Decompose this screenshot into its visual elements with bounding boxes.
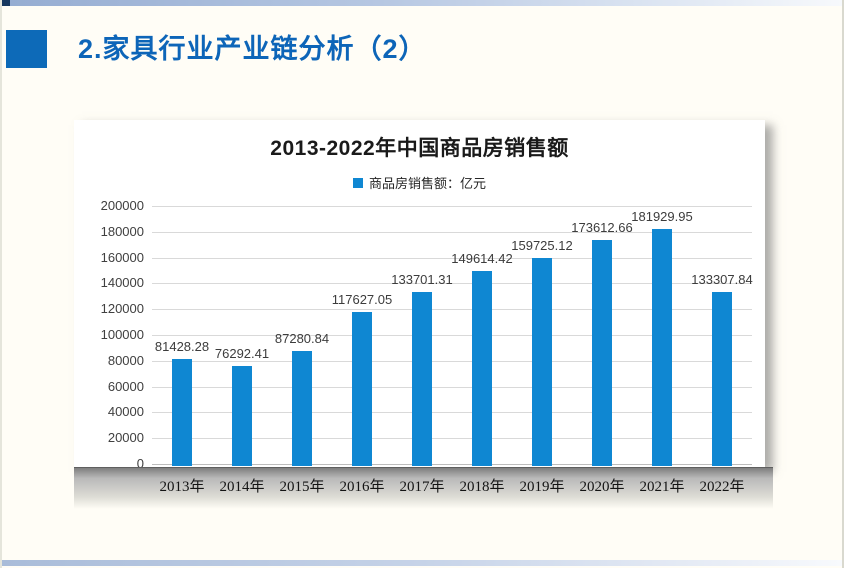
bar-value-label: 76292.41	[214, 345, 270, 361]
x-tick-label: 2016年	[339, 479, 385, 495]
x-tick-label: 2015年	[279, 479, 325, 495]
y-tick-label: 40000	[107, 404, 144, 420]
gridline	[152, 231, 752, 233]
gridline	[152, 257, 752, 259]
gridline	[152, 438, 752, 440]
y-tick-label: 20000	[107, 430, 144, 446]
title-accent-square	[6, 30, 47, 68]
y-tick-label: 200000	[100, 198, 144, 213]
gridline	[152, 206, 752, 207]
gridline	[152, 335, 752, 336]
legend-swatch-icon	[352, 177, 363, 188]
bar-value-label: 133701.31	[391, 271, 453, 287]
y-tick-label: 100000	[100, 327, 144, 342]
chart-legend: 商品房销售额：亿元	[74, 173, 765, 192]
bar-value-label: 133307.84	[691, 272, 753, 288]
gridline	[152, 309, 752, 311]
gridline	[152, 283, 752, 285]
bar-2013年	[172, 358, 192, 466]
x-tick-label: 2013年	[159, 479, 205, 495]
bar-2019年	[532, 257, 552, 466]
y-tick-label: 0	[136, 456, 144, 471]
bar-2017年	[412, 291, 432, 466]
x-tick-label: 2021年	[639, 479, 685, 495]
page-title: 2.家具行业产业链分析（2）	[78, 34, 427, 64]
x-tick-label: 2017年	[399, 479, 445, 495]
bar-2018年	[472, 270, 492, 466]
y-tick-label: 80000	[107, 352, 144, 368]
legend-label: 商品房销售额：亿元	[368, 176, 486, 191]
chart-card: 2013-2022年中国商品房销售额 商品房销售额：亿元 0 20000 40000…	[74, 120, 765, 471]
gridline	[152, 412, 752, 414]
bar-2014年	[232, 365, 252, 466]
bar-value-label: 159725.12	[511, 237, 573, 253]
top-accent-strip	[2, 0, 842, 6]
bar-2016年	[352, 312, 372, 466]
bar-2021年	[652, 229, 672, 466]
bar-2020年	[592, 240, 612, 466]
x-tick-label: 2019年	[519, 479, 565, 495]
bar-value-label: 173612.66	[571, 220, 633, 236]
y-tick-label: 140000	[100, 275, 144, 291]
gridline	[152, 360, 752, 362]
bar-value-label: 181929.95	[631, 209, 693, 225]
y-tick-label: 120000	[100, 301, 144, 317]
bar-value-label: 81428.28	[154, 338, 210, 354]
x-tick-label: 2020年	[579, 479, 625, 495]
chart-title: 2013-2022年中国商品房销售额	[270, 137, 569, 160]
x-tick-label: 2018年	[459, 479, 505, 495]
x-tick-label: 2022年	[699, 479, 745, 495]
x-tick-label: 2014年	[219, 479, 265, 495]
bar-2022年	[712, 292, 732, 466]
bar-value-label: 87280.84	[274, 331, 330, 347]
y-tick-label: 160000	[100, 249, 144, 265]
x-axis-band: 2013年 2014年 2015年 2016年 2017年 2018年 2019年 2020年…	[74, 467, 773, 509]
gridline	[152, 464, 752, 465]
gridline	[152, 386, 752, 388]
bar-value-label: 149614.42	[451, 250, 513, 266]
y-tick-label: 180000	[100, 223, 144, 239]
y-tick-label: 60000	[107, 378, 144, 394]
bar-2015年	[292, 351, 312, 466]
bottom-accent-strip	[2, 560, 842, 566]
bar-value-label: 117627.05	[331, 292, 393, 308]
